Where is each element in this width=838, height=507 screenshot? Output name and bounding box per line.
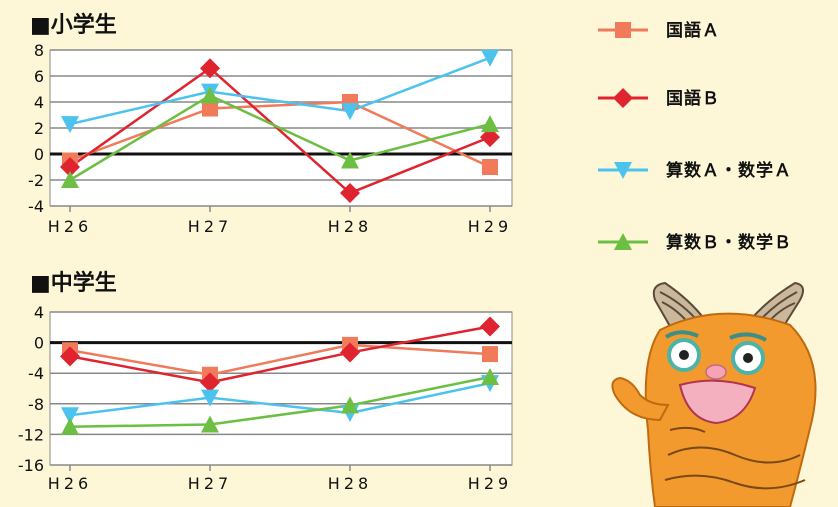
data-point bbox=[202, 100, 218, 117]
x-tick-label: H28 bbox=[328, 474, 372, 493]
chart-title: ■中学生 bbox=[30, 270, 117, 296]
orange-mascot-illustration bbox=[611, 281, 817, 507]
y-tick-label: 0 bbox=[34, 145, 44, 164]
y-tick-label: -4 bbox=[28, 364, 44, 383]
legend-marker bbox=[615, 22, 631, 38]
y-tick-label: -2 bbox=[28, 171, 44, 190]
legend-marker bbox=[613, 88, 633, 108]
legend-marker bbox=[614, 162, 632, 179]
y-tick-label: -16 bbox=[18, 456, 44, 475]
chart-title: ■小学生 bbox=[30, 12, 117, 38]
data-point bbox=[60, 157, 80, 177]
data-point bbox=[61, 417, 79, 435]
data-point bbox=[341, 103, 359, 121]
y-tick-label: 4 bbox=[34, 93, 44, 112]
data-point bbox=[481, 49, 499, 67]
data-point bbox=[201, 86, 219, 104]
legend-label: 国語Ａ bbox=[666, 20, 720, 41]
data-point bbox=[481, 368, 499, 386]
x-tick-label: H27 bbox=[188, 217, 232, 236]
data-point bbox=[201, 389, 219, 407]
x-tick-label: H27 bbox=[188, 474, 232, 493]
data-point bbox=[341, 151, 359, 169]
data-point bbox=[61, 171, 79, 188]
x-tick-label: H29 bbox=[468, 474, 512, 493]
y-tick-label: -8 bbox=[28, 395, 44, 414]
series-line bbox=[69, 66, 491, 195]
y-tick-label: -4 bbox=[28, 197, 44, 216]
series-line bbox=[69, 343, 491, 377]
y-tick-label: 6 bbox=[34, 67, 44, 86]
series-line bbox=[69, 375, 491, 428]
y-tick-label: -12 bbox=[18, 425, 44, 444]
x-tick-label: H29 bbox=[468, 217, 512, 236]
y-tick-label: 8 bbox=[34, 41, 44, 60]
legend-label: 国語Ｂ bbox=[666, 88, 720, 109]
data-point bbox=[61, 407, 79, 425]
x-tick-label: H26 bbox=[48, 474, 92, 493]
data-point bbox=[482, 346, 498, 363]
data-point bbox=[341, 396, 359, 414]
data-point bbox=[60, 346, 80, 367]
x-tick-label: H28 bbox=[328, 217, 372, 236]
y-tick-label: 4 bbox=[34, 303, 44, 322]
x-tick-label: H26 bbox=[48, 217, 92, 236]
series-line bbox=[69, 94, 491, 182]
series-line bbox=[69, 325, 491, 384]
data-point bbox=[201, 415, 219, 433]
legend-item: 算数Ｂ・数学Ｂ bbox=[598, 232, 792, 253]
data-point bbox=[482, 159, 498, 175]
legend-item: 国語Ａ bbox=[598, 20, 720, 41]
data-point bbox=[481, 115, 499, 133]
y-tick-label: 2 bbox=[34, 119, 44, 138]
data-point bbox=[340, 183, 360, 203]
legend-item: 国語Ｂ bbox=[598, 88, 720, 109]
legend-marker bbox=[614, 233, 632, 250]
legend: 国語Ａ 国語Ｂ 算数Ａ・数学Ａ 算数Ｂ・数学Ｂ bbox=[598, 20, 792, 253]
data-point bbox=[61, 116, 79, 134]
data-point bbox=[480, 316, 500, 337]
data-point bbox=[200, 58, 220, 79]
series-line bbox=[69, 100, 491, 169]
data-point bbox=[340, 342, 360, 363]
series-line bbox=[69, 56, 491, 126]
data-point bbox=[200, 372, 220, 393]
legend-label: 算数Ａ・数学Ａ bbox=[665, 160, 792, 181]
legend-label: 算数Ｂ・数学Ｂ bbox=[665, 232, 792, 253]
legend-item: 算数Ａ・数学Ａ bbox=[598, 160, 792, 181]
series-line bbox=[69, 381, 491, 417]
y-tick-label: 0 bbox=[34, 334, 44, 353]
